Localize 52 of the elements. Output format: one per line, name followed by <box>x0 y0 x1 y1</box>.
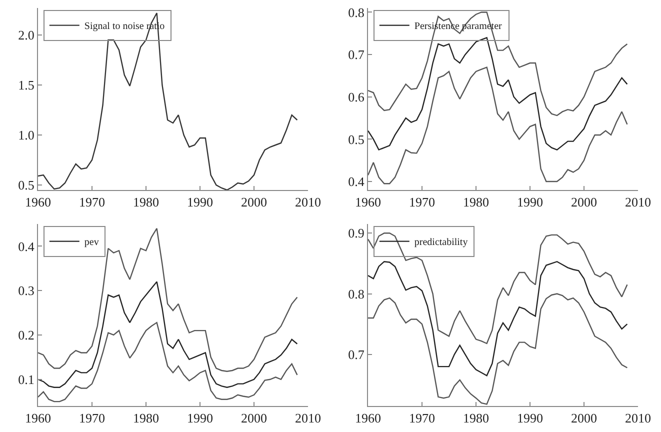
x-tick-label: 1960 <box>355 410 381 426</box>
x-tick-label: 1960 <box>355 194 381 210</box>
y-tick-label: 0.6 <box>348 89 365 104</box>
y-tick-label: 1.5 <box>18 78 34 93</box>
y-tick-label: 1.0 <box>18 128 34 143</box>
y-tick-label: 0.7 <box>348 47 365 62</box>
line-series <box>368 232 628 344</box>
y-tick-label: 0.5 <box>18 178 34 193</box>
line-series <box>368 37 628 150</box>
x-tick-label: 2010 <box>625 410 651 426</box>
x-tick-label: 1970 <box>79 194 105 210</box>
x-tick-label: 2000 <box>241 410 267 426</box>
line-series <box>38 281 298 388</box>
y-tick-label: 0.1 <box>18 372 34 387</box>
y-tick-label: 0.8 <box>348 4 364 20</box>
x-tick-label: 1970 <box>79 410 105 426</box>
x-tick-label: 1980 <box>133 194 159 210</box>
line-series <box>38 12 298 190</box>
x-tick-label: 2010 <box>295 194 321 210</box>
x-tick-label: 2000 <box>571 194 597 210</box>
line-series <box>38 322 298 402</box>
legend-label: predictability <box>414 237 468 248</box>
x-tick-label: 1980 <box>463 410 489 426</box>
line-series <box>38 228 298 372</box>
line-series <box>368 66 628 184</box>
x-tick-label: 1960 <box>25 194 51 210</box>
x-tick-label: 2000 <box>241 194 267 210</box>
y-tick-label: 0.4 <box>18 238 35 254</box>
x-tick-label: 2010 <box>295 410 321 426</box>
x-tick-label: 1990 <box>517 410 543 426</box>
y-tick-label: 0.7 <box>348 346 365 362</box>
line-series <box>368 293 628 405</box>
x-tick-label: 1980 <box>463 194 489 210</box>
x-tick-label: 2010 <box>625 194 651 210</box>
line-series <box>368 261 628 376</box>
x-tick-label: 1960 <box>25 410 51 426</box>
y-tick-label: 2.0 <box>18 28 34 43</box>
y-tick-label: 0.9 <box>348 226 364 241</box>
y-tick-label: 0.8 <box>348 286 364 302</box>
line-series <box>368 12 628 116</box>
y-tick-label: 0.2 <box>18 328 34 343</box>
x-tick-label: 1970 <box>409 194 435 210</box>
x-tick-label: 1970 <box>409 410 435 426</box>
y-tick-label: 0.5 <box>348 132 364 147</box>
legend-label: pev <box>84 237 99 248</box>
x-tick-label: 1990 <box>187 410 213 426</box>
x-tick-label: 2000 <box>571 410 597 426</box>
x-tick-label: 1990 <box>187 194 213 210</box>
x-tick-label: 1980 <box>133 410 159 426</box>
y-tick-label: 0.3 <box>18 283 34 298</box>
x-tick-label: 1990 <box>517 194 543 210</box>
y-tick-label: 0.4 <box>348 174 365 190</box>
